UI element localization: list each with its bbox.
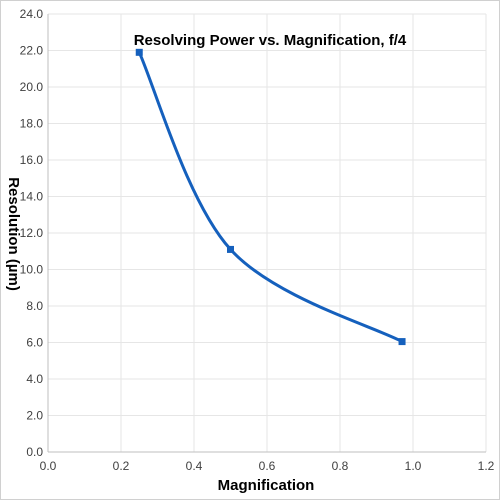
series-layer — [135, 48, 406, 346]
chart-title: Resolving Power vs. Magnification, f/4 — [134, 32, 407, 49]
y-tick-label: 16.0 — [20, 153, 44, 167]
y-tick-label: 2.0 — [26, 409, 43, 423]
x-tick-label: 0.2 — [113, 459, 130, 473]
x-tick-label: 1.0 — [405, 459, 422, 473]
y-axis-title: Resolution (µm) — [5, 177, 22, 291]
y-tick-label: 18.0 — [20, 117, 44, 131]
x-tick-label: 0.6 — [259, 459, 276, 473]
x-tick-label: 0.0 — [40, 459, 57, 473]
x-tick-label: 0.4 — [186, 459, 203, 473]
grid-lines — [47, 13, 487, 453]
y-tick-label: 6.0 — [26, 336, 43, 350]
y-tick-label: 24.0 — [20, 7, 44, 21]
axes — [47, 14, 486, 453]
y-tick-label: 10.0 — [20, 263, 44, 277]
x-tick-label: 1.2 — [478, 459, 495, 473]
y-tick-label: 8.0 — [26, 299, 43, 313]
x-tick-labels: 0.0 0.2 0.4 0.6 0.8 1.0 1.2 — [40, 459, 495, 473]
x-tick-label: 0.8 — [332, 459, 349, 473]
x-axis-title: Magnification — [218, 477, 315, 494]
y-tick-label: 22.0 — [20, 44, 44, 58]
y-tick-label: 4.0 — [26, 372, 43, 386]
y-tick-labels: 0.0 2.0 4.0 6.0 8.0 10.0 12.0 14.0 16.0 18.0 20.0 2… — [20, 7, 44, 459]
y-tick-label: 12.0 — [20, 226, 44, 240]
data-point-1 — [135, 48, 143, 56]
y-tick-label: 0.0 — [26, 445, 43, 459]
y-tick-label: 20.0 — [20, 80, 44, 94]
data-point-3 — [398, 338, 406, 346]
y-tick-label: 14.0 — [20, 190, 44, 204]
data-point-2 — [227, 245, 234, 253]
